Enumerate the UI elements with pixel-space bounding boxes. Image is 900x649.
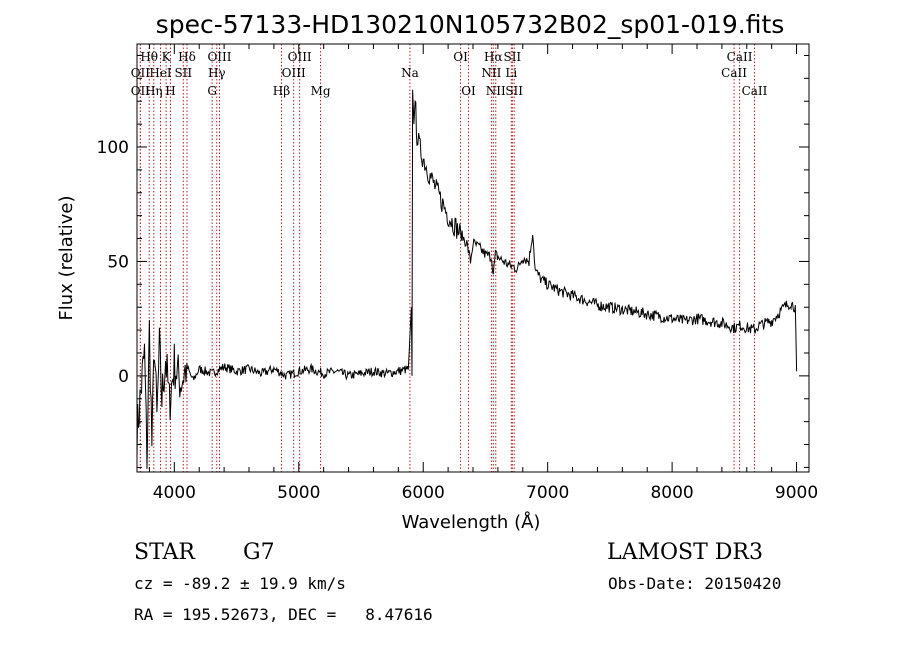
object-subclass: G7 — [243, 540, 275, 565]
line-marker-label: K — [162, 50, 172, 64]
line-marker-label: SII — [174, 66, 192, 80]
line-marker-label: OII — [131, 66, 151, 80]
line-marker-label: G — [207, 84, 217, 98]
line-marker-label: Hα — [484, 50, 503, 64]
redshift-text: cz = -89.2 ± 19.9 km/s — [134, 574, 346, 593]
line-marker-label: Hθ — [140, 50, 158, 64]
line-marker-label: Li — [505, 66, 517, 80]
y-axis-ticks: 0 50 100 — [97, 54, 809, 468]
line-marker-label: H — [165, 84, 175, 98]
x-axis-ticks: 4000 5000 6000 7000 8000 9000 — [148, 44, 818, 503]
line-marker-label: NII — [481, 66, 501, 80]
x-tick-label: 7000 — [526, 483, 569, 503]
y-axis-label: Flux (relative) — [56, 195, 77, 320]
obs-date-text: Obs-Date: 20150420 — [608, 574, 781, 593]
line-marker-label: OIII — [207, 50, 231, 64]
line-marker-label: HeI — [149, 66, 172, 80]
x-tick-label: 4000 — [153, 483, 196, 503]
line-marker-label: Na — [401, 66, 419, 80]
line-marker-label: OI — [453, 50, 468, 64]
line-marker-label: Hδ — [178, 50, 196, 64]
line-marker-label: CaII — [727, 50, 753, 64]
line-marker-label: SII — [505, 84, 523, 98]
line-marker-label: Mg — [311, 84, 331, 98]
y-tick-label: 100 — [97, 138, 129, 158]
line-marker-label: OIII — [282, 66, 306, 80]
object-class: STAR — [134, 540, 196, 565]
line-marker-label: OIII — [288, 50, 312, 64]
chart-title: spec-57133-HD130210N105732B02_sp01-019.f… — [156, 10, 785, 39]
line-marker-label: CaII — [721, 66, 747, 80]
spectral-line-markers — [139, 44, 755, 472]
line-marker-label: Hβ — [273, 84, 290, 98]
y-tick-label: 0 — [118, 367, 129, 387]
line-marker-label: Hγ — [208, 66, 226, 80]
survey-name: LAMOST DR3 — [607, 540, 763, 565]
y-tick-label: 50 — [107, 252, 129, 272]
plot-frame — [136, 43, 810, 473]
x-tick-label: 6000 — [402, 483, 445, 503]
line-marker-label: NII — [486, 84, 506, 98]
line-marker-label: Hη — [145, 84, 163, 98]
x-tick-label: 8000 — [650, 483, 693, 503]
spectrum-line — [136, 89, 798, 470]
x-tick-label: 9000 — [775, 483, 818, 503]
x-tick-label: 5000 — [277, 483, 320, 503]
x-axis-label: Wavelength (Å) — [402, 511, 541, 533]
line-marker-label: CaII — [742, 84, 768, 98]
line-marker-label: SII — [503, 50, 521, 64]
coordinates-text: RA = 195.52673, DEC = 8.47616 — [134, 605, 433, 624]
line-marker-label: OII — [131, 84, 151, 98]
line-marker-label: OI — [461, 84, 476, 98]
